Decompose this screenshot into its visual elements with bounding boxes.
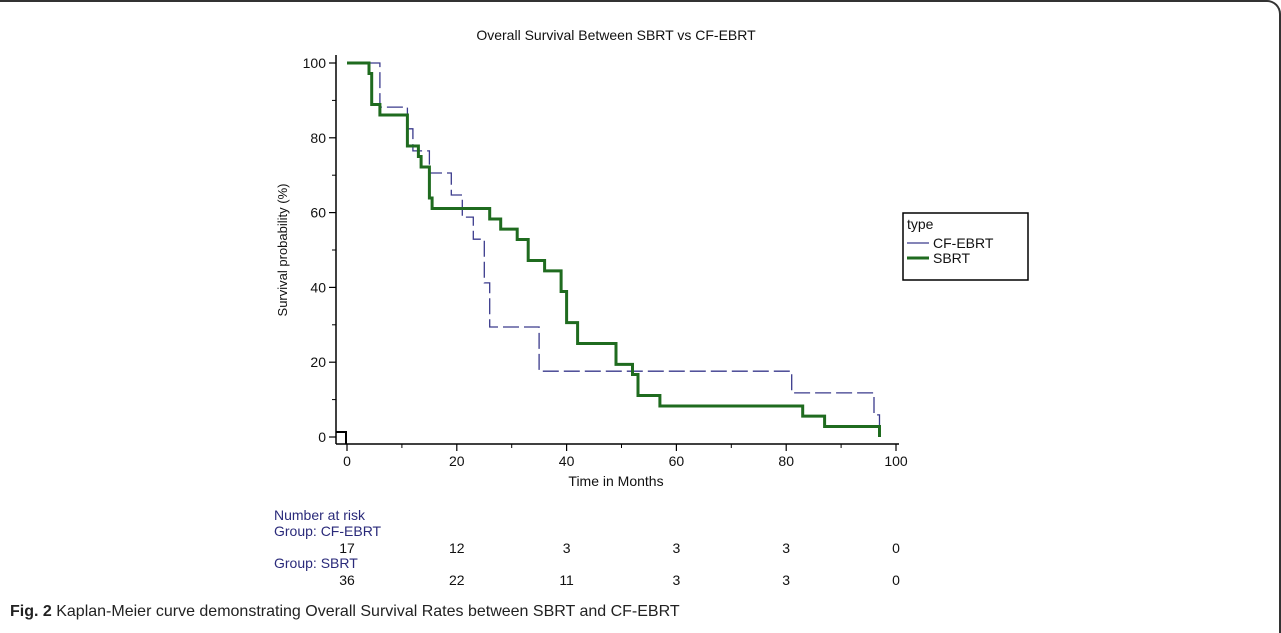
risk-count: 3 (782, 540, 790, 556)
x-axis-label: Time in Months (568, 473, 663, 489)
kaplan-meier-chart: Overall Survival Between SBRT vs CF-EBRT… (274, 27, 1029, 588)
risk-count: 3 (782, 572, 790, 588)
figure-caption: Fig. 2 Kaplan-Meier curve demonstrating … (10, 603, 680, 621)
x-tick-label: 80 (778, 453, 794, 469)
axes: 0 20 40 60 80 100 0 20 40 60 80 100 (303, 55, 908, 469)
y-tick-label: 60 (310, 205, 326, 221)
y-tick-label: 0 (318, 429, 326, 445)
survival-curves (347, 61, 881, 437)
y-tick-label: 80 (310, 130, 326, 146)
legend-box (902, 212, 1029, 281)
x-tick-label: 40 (559, 453, 575, 469)
risk-table-heading: Number at risk (274, 507, 366, 523)
legend-label-sbrt: SBRT (933, 250, 971, 266)
risk-count: 3 (673, 540, 681, 556)
risk-count: 0 (892, 540, 900, 556)
risk-count: 11 (559, 572, 574, 588)
risk-count: 3 (563, 540, 571, 556)
x-tick-label: 100 (884, 453, 908, 469)
y-tick-label: 20 (310, 354, 326, 370)
y-tick-label: 40 (310, 279, 326, 295)
risk-count: 36 (339, 572, 355, 588)
risk-group-label: Group: SBRT (274, 555, 358, 571)
risk-count: 22 (449, 572, 465, 588)
x-tick-label: 0 (343, 453, 351, 469)
risk-count: 3 (673, 572, 681, 588)
risk-group-label: Group: CF-EBRT (274, 523, 382, 539)
survival-curve-cf-ebrt (347, 62, 881, 437)
x-tick-label: 60 (669, 453, 685, 469)
x-tick-label: 20 (449, 453, 465, 469)
risk-count: 12 (449, 540, 465, 556)
survival-curve-sbrt (347, 61, 881, 437)
legend-label-cf-ebrt: CF-EBRT (933, 235, 994, 251)
caption-label: Fig. 2 (10, 603, 52, 620)
y-tick-label: 100 (303, 55, 327, 71)
caption-text: Kaplan-Meier curve demonstrating Overall… (56, 603, 680, 620)
risk-count: 17 (339, 540, 355, 556)
risk-count: 0 (892, 572, 900, 588)
chart-title: Overall Survival Between SBRT vs CF-EBRT (476, 27, 756, 43)
legend-title: type (907, 216, 934, 232)
origin-corner-mark (336, 431, 347, 444)
y-axis-label: Survival probability (%) (275, 184, 290, 317)
